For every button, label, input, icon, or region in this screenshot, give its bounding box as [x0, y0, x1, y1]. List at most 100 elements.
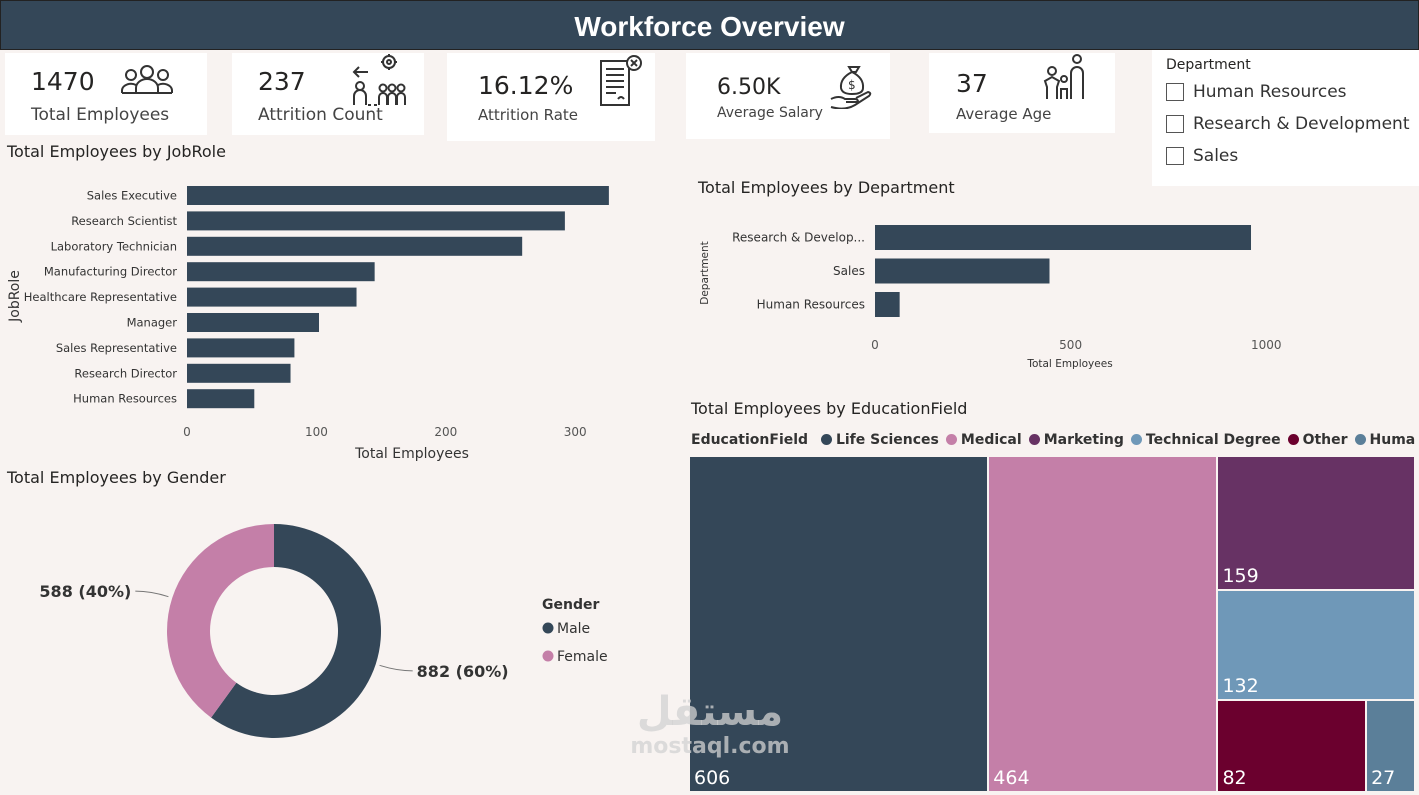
checkbox[interactable] [1166, 83, 1184, 101]
category-label: Sales Executive [87, 189, 177, 203]
gender-chart-title: Total Employees by Gender [7, 468, 226, 487]
tick-label: 0 [871, 338, 879, 352]
y-axis-label: Department [699, 241, 711, 305]
legend-title: Gender [542, 597, 599, 613]
bar [187, 389, 255, 409]
treemap-tile[interactable]: 464 [989, 457, 1217, 791]
watermark-text: mostaql.com [630, 734, 790, 759]
x-axis-label: Total Employees [1026, 358, 1112, 370]
tick-label: 100 [305, 425, 328, 439]
kpi-label: Attrition Count [258, 105, 383, 125]
jobrole-bar-chart: Sales Executive Research Scientist Laborat… [7, 186, 609, 462]
bar [875, 258, 1050, 284]
legend-marker [1028, 434, 1040, 445]
legend-item: Medical [945, 432, 1022, 448]
family-icon [1043, 54, 1084, 99]
bar [187, 313, 319, 332]
education-legend: EducationField Life Sciences Medical Marke… [691, 432, 1416, 452]
gender-donut-chart: 882 (60%) 588 (40%) Gender Male Female [39, 524, 608, 738]
slicer-item-label: Research & Development [1193, 114, 1410, 134]
watermark: مستقل mostaql.com [622, 690, 798, 760]
legend-item: Life Sciences [820, 432, 939, 448]
slicer-item-sales[interactable]: Sales [1166, 140, 1419, 172]
legend-title: EducationField [691, 432, 809, 448]
kpi-label: Average Salary [717, 105, 823, 121]
category-label: Research Scientist [71, 214, 177, 228]
treemap-value-label: 27 [1371, 766, 1396, 789]
kpi-card-attrition-count[interactable]: 237 Attrition Count [232, 53, 424, 135]
svg-text:$: $ [848, 78, 856, 92]
legend-marker [1354, 434, 1366, 445]
category-label: Laboratory Technician [51, 239, 177, 253]
category-label: Manufacturing Director [44, 265, 177, 279]
legend-marker [1130, 434, 1142, 445]
legend-label: Male [557, 621, 590, 637]
people-group-icon [121, 65, 173, 94]
leader-line [135, 590, 169, 598]
slicer-item-label: Sales [1193, 146, 1239, 166]
legend-item: Other [1287, 432, 1348, 448]
kpi-value: 237 [258, 67, 306, 96]
department-bar-chart: Research & Develop... Sales Human Resource… [699, 225, 1282, 370]
data-label: 882 (60%) [417, 662, 509, 681]
checkbox[interactable] [1166, 115, 1184, 133]
document-cancel-icon [600, 55, 642, 106]
data-label: 588 (40%) [39, 582, 131, 601]
category-label: Human Resources [757, 298, 865, 312]
category-label: Research Director [74, 366, 177, 380]
leader-line [379, 664, 413, 672]
bar [187, 363, 291, 383]
legend-item: Technical Degree [1130, 432, 1281, 448]
kpi-value: 6.50K [717, 75, 781, 100]
donut-slice [167, 524, 274, 718]
donut-slice [211, 524, 381, 738]
department-slicer: Department Human Resources Research & De… [1152, 50, 1419, 186]
treemap-value-label: 606 [694, 767, 731, 789]
legend-label: Female [557, 649, 608, 665]
legend-marker [542, 622, 554, 634]
jobrole-chart-title: Total Employees by JobRole [7, 142, 226, 161]
kpi-card-attrition-rate[interactable]: 16.12% Attrition Rate [447, 53, 655, 141]
people-leaving-icon [352, 54, 406, 106]
kpi-value: 1470 [31, 67, 95, 96]
slicer-item-label: Human Resources [1193, 82, 1347, 102]
kpi-card-average-age[interactable]: 37 Average Age [929, 53, 1115, 133]
tick-label: 0 [183, 425, 191, 439]
treemap-tile[interactable]: 132 [1218, 590, 1414, 700]
department-chart-title: Total Employees by Department [698, 178, 955, 197]
page-title: Workforce Overview [0, 0, 1419, 50]
kpi-card-average-salary[interactable]: 6.50K Average Salary $ [686, 53, 890, 139]
legend-label: Medical [960, 432, 1022, 448]
bar [187, 287, 357, 307]
kpi-label: Attrition Rate [478, 106, 578, 124]
treemap-tile[interactable]: 159 [1218, 457, 1414, 589]
tick-label: 500 [1059, 338, 1082, 352]
education-chart-title: Total Employees by EducationField [691, 399, 968, 418]
treemap-value-label: 464 [993, 767, 1030, 789]
checkbox[interactable] [1166, 147, 1184, 165]
bar [187, 186, 609, 205]
treemap-tile[interactable]: 606 [690, 457, 988, 791]
education-treemap: 606 464 159 132 82 27 [690, 457, 1416, 793]
legend-label: Life Sciences [835, 432, 939, 448]
money-bag-hand-icon: $ [830, 66, 872, 109]
tick-label: 200 [434, 425, 457, 439]
x-axis-label: Total Employees [354, 446, 469, 462]
bar [875, 225, 1252, 250]
kpi-card-total-employees[interactable]: 1470 Total Employees [5, 53, 207, 135]
legend-label: Other [1302, 432, 1348, 448]
bar [875, 292, 900, 317]
treemap-tile[interactable]: 82 [1218, 701, 1366, 791]
category-label: Sales Representative [56, 341, 177, 355]
legend-label: Technical Degree [1145, 432, 1281, 448]
tick-label: 1000 [1251, 338, 1282, 352]
kpi-value: 37 [956, 69, 988, 98]
slicer-item-research-development[interactable]: Research & Development [1166, 108, 1419, 140]
treemap-tile[interactable]: 27 [1367, 701, 1414, 791]
y-axis-label: JobRole [7, 270, 23, 323]
slicer-item-human-resources[interactable]: Human Resources [1166, 76, 1419, 108]
legend-item: Marketing [1028, 432, 1124, 448]
treemap-value-label: 82 [1222, 766, 1247, 789]
watermark-logo: مستقل [636, 689, 784, 735]
legend-label: Marketing [1043, 432, 1124, 448]
